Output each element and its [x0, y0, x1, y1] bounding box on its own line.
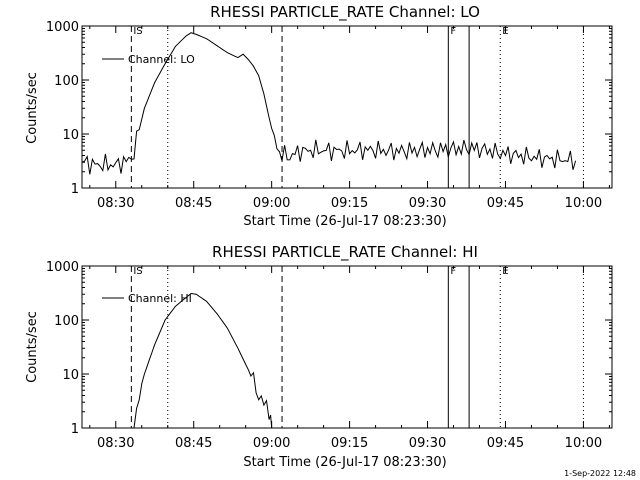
- lo-y-axis-label: Counts/sec: [25, 72, 40, 144]
- lo-x-tick-label: 08:30: [97, 196, 134, 211]
- hi-tick-layer: 1 10 100 1000 08:30 08:45 09:00 09:15 09:30 09:45…: [46, 260, 612, 451]
- hi-y-tick-label: 100: [54, 314, 79, 329]
- lo-plot-frame: [81, 25, 613, 189]
- footer-timestamp: 1-Sep-2022 12:48: [564, 469, 636, 478]
- lo-x-tick-label: 08:45: [175, 196, 212, 211]
- hi-marker-label-IS: IS: [133, 266, 142, 277]
- lo-series-layer: [81, 32, 577, 175]
- lo-tick-layer: 1 10 100 1000 08:30 08:45 09:00 09:15 09:30 09:45…: [46, 20, 612, 211]
- lo-chart-title: RHESSI PARTICLE_RATE Channel: LO: [210, 3, 480, 22]
- lo-x-tick-label: 09:15: [331, 196, 368, 211]
- hi-x-tick-label: 10:00: [565, 436, 602, 451]
- hi-chart-title: RHESSI PARTICLE_RATE Channel: HI: [212, 243, 478, 262]
- lo-y-tick-label: 10: [62, 128, 79, 143]
- lo-x-tick-label: 09:00: [253, 196, 290, 211]
- lo-marker-label-F: F: [450, 26, 456, 37]
- hi-channel-panel: RHESSI PARTICLE_RATE Channel: HI Counts/…: [25, 243, 613, 470]
- lo-marker-label-IS: IS: [133, 26, 142, 37]
- hi-marker-label-F: F: [450, 266, 456, 277]
- lo-y-tick-label: 100: [54, 74, 79, 89]
- hi-plot-frame: [81, 265, 613, 429]
- hi-marker-lines: ISFE: [130, 266, 584, 428]
- lo-y-tick-label: 1000: [46, 20, 79, 35]
- hi-x-tick-label: 09:45: [487, 436, 524, 451]
- hi-x-tick-label: 08:45: [175, 436, 212, 451]
- hi-x-tick-label: 08:30: [97, 436, 134, 451]
- lo-series-line: [81, 32, 577, 175]
- hi-x-tick-label: 09:30: [409, 436, 446, 451]
- hi-x-tick-label: 09:15: [331, 436, 368, 451]
- hi-y-tick-label: 10: [62, 368, 79, 383]
- hi-series-line: [133, 292, 273, 429]
- hi-y-axis-label: Counts/sec: [25, 311, 40, 383]
- hi-x-tick-label: 09:00: [253, 436, 290, 451]
- lo-x-tick-label: 09:45: [487, 196, 524, 211]
- lo-y-tick-label: 1: [71, 182, 79, 197]
- hi-legend-label: Channel: HI: [128, 292, 192, 305]
- hi-y-tick-label: 1000: [46, 260, 79, 275]
- lo-legend-label: Channel: LO: [128, 53, 195, 66]
- lo-x-tick-label: 10:00: [565, 196, 602, 211]
- hi-series-layer: [133, 292, 273, 429]
- hi-x-axis-label: Start Time (26-Jul-17 08:23:30): [243, 455, 446, 470]
- lo-channel-panel: RHESSI PARTICLE_RATE Channel: LO Counts/…: [25, 3, 613, 229]
- lo-x-axis-label: Start Time (26-Jul-17 08:23:30): [243, 214, 446, 229]
- hi-y-tick-label: 1: [71, 422, 79, 437]
- lo-marker-lines: ISFE: [130, 26, 584, 188]
- lo-x-tick-label: 09:30: [409, 196, 446, 211]
